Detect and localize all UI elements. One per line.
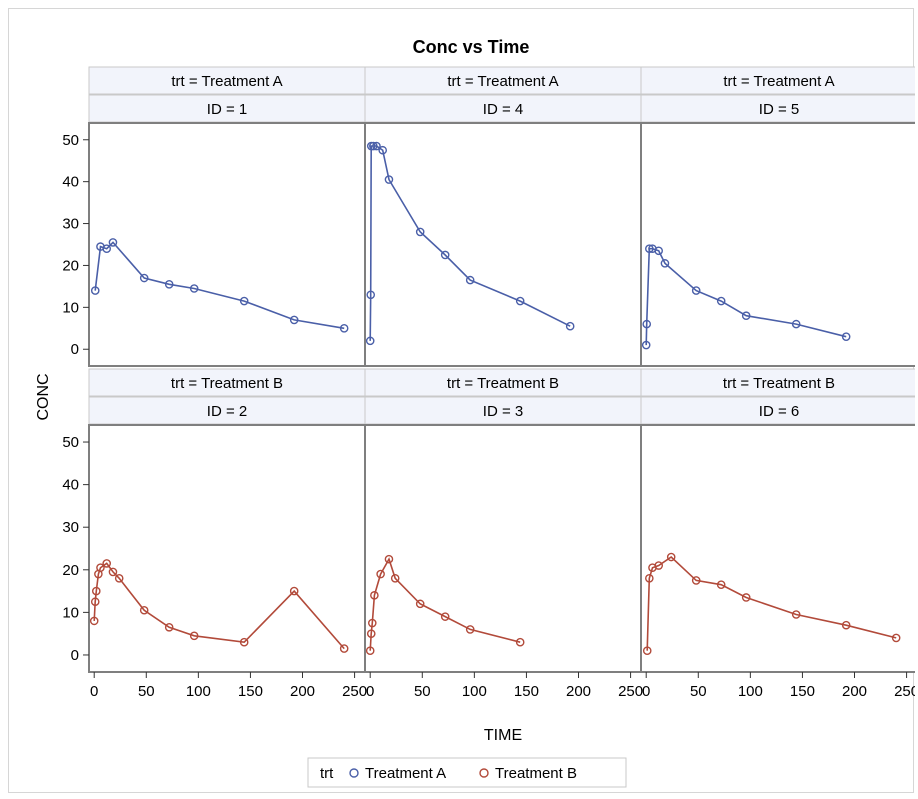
panel-header-treatment: trt = Treatment B [171, 375, 283, 392]
legend-label: Treatment B [495, 765, 577, 782]
legend-label: Treatment A [365, 765, 446, 782]
chart-title: Conc vs Time [413, 37, 530, 57]
facet-panel: trt = Treatment B ID = 3 0 50 100 150 200 250 [365, 369, 643, 700]
panel-header-id: ID = 4 [483, 101, 523, 118]
y-tick-label: 30 [62, 216, 79, 233]
y-tick-label: 20 [62, 562, 79, 579]
x-tick-label: 100 [462, 683, 487, 700]
panel-header-treatment: trt = Treatment A [171, 73, 282, 90]
x-axis-title: TIME [484, 727, 522, 744]
y-tick-label: 30 [62, 519, 79, 536]
x-tick-label: 200 [290, 683, 315, 700]
panel-header-treatment: trt = Treatment A [723, 73, 834, 90]
panel-header-id: ID = 6 [759, 403, 799, 420]
facet-panel: trt = Treatment A ID = 5 [641, 67, 915, 366]
y-tick-label: 10 [62, 299, 79, 316]
panel-header-treatment: trt = Treatment B [723, 375, 835, 392]
x-tick-label: 100 [738, 683, 763, 700]
facet-panel: trt = Treatment A ID = 1 0 10 20 30 40 50 [62, 67, 365, 366]
panel-header-id: ID = 3 [483, 403, 523, 420]
panel-header-treatment: trt = Treatment A [447, 73, 558, 90]
panel-header-id: ID = 5 [759, 101, 799, 118]
plot-area [365, 425, 641, 672]
y-tick-label: 10 [62, 604, 79, 621]
x-tick-label: 250 [342, 683, 367, 700]
plot-area [641, 123, 915, 366]
y-tick-label: 50 [62, 132, 79, 149]
y-tick-label: 40 [62, 174, 79, 191]
y-tick-label: 0 [71, 647, 79, 664]
plot-area [89, 425, 365, 672]
legend-title: trt [320, 765, 334, 782]
x-tick-label: 0 [90, 683, 98, 700]
y-tick-label: 40 [62, 477, 79, 494]
x-tick-label: 50 [138, 683, 155, 700]
facet-panel: trt = Treatment B ID = 2 0 10 20 30 40 50 0 50 100… [62, 369, 367, 700]
facet-panel: trt = Treatment A ID = 4 [365, 67, 641, 366]
legend-box [308, 758, 626, 787]
panel-header-id: ID = 1 [207, 101, 247, 118]
y-axis-title: CONC [35, 373, 52, 420]
x-tick-label: 50 [690, 683, 707, 700]
x-tick-label: 150 [790, 683, 815, 700]
plot-area [89, 123, 365, 366]
panel-header-treatment: trt = Treatment B [447, 375, 559, 392]
plot-area [641, 425, 915, 672]
x-tick-label: 250 [618, 683, 643, 700]
x-tick-label: 0 [366, 683, 374, 700]
x-tick-label: 50 [414, 683, 431, 700]
panel-header-id: ID = 2 [207, 403, 247, 420]
x-tick-label: 150 [514, 683, 539, 700]
chart-frame: Conc vs Time trt = Treatment A ID = 1 0 10 2… [8, 8, 914, 793]
y-tick-label: 50 [62, 434, 79, 451]
x-tick-label: 0 [642, 683, 650, 700]
facet-panel: trt = Treatment B ID = 6 0 50 100 150 200 250 [641, 369, 915, 700]
plot-area [365, 123, 641, 366]
panels-layer: trt = Treatment AID = 101020304050trt = … [62, 67, 915, 700]
x-tick-label: 200 [842, 683, 867, 700]
legend: trt Treatment A Treatment B [308, 758, 626, 787]
x-tick-label: 250 [894, 683, 915, 700]
x-tick-label: 150 [238, 683, 263, 700]
y-tick-label: 0 [71, 341, 79, 358]
panel-chart: Conc vs Time trt = Treatment A ID = 1 0 10 2… [9, 9, 915, 794]
x-tick-label: 200 [566, 683, 591, 700]
x-tick-label: 100 [186, 683, 211, 700]
y-tick-label: 20 [62, 257, 79, 274]
